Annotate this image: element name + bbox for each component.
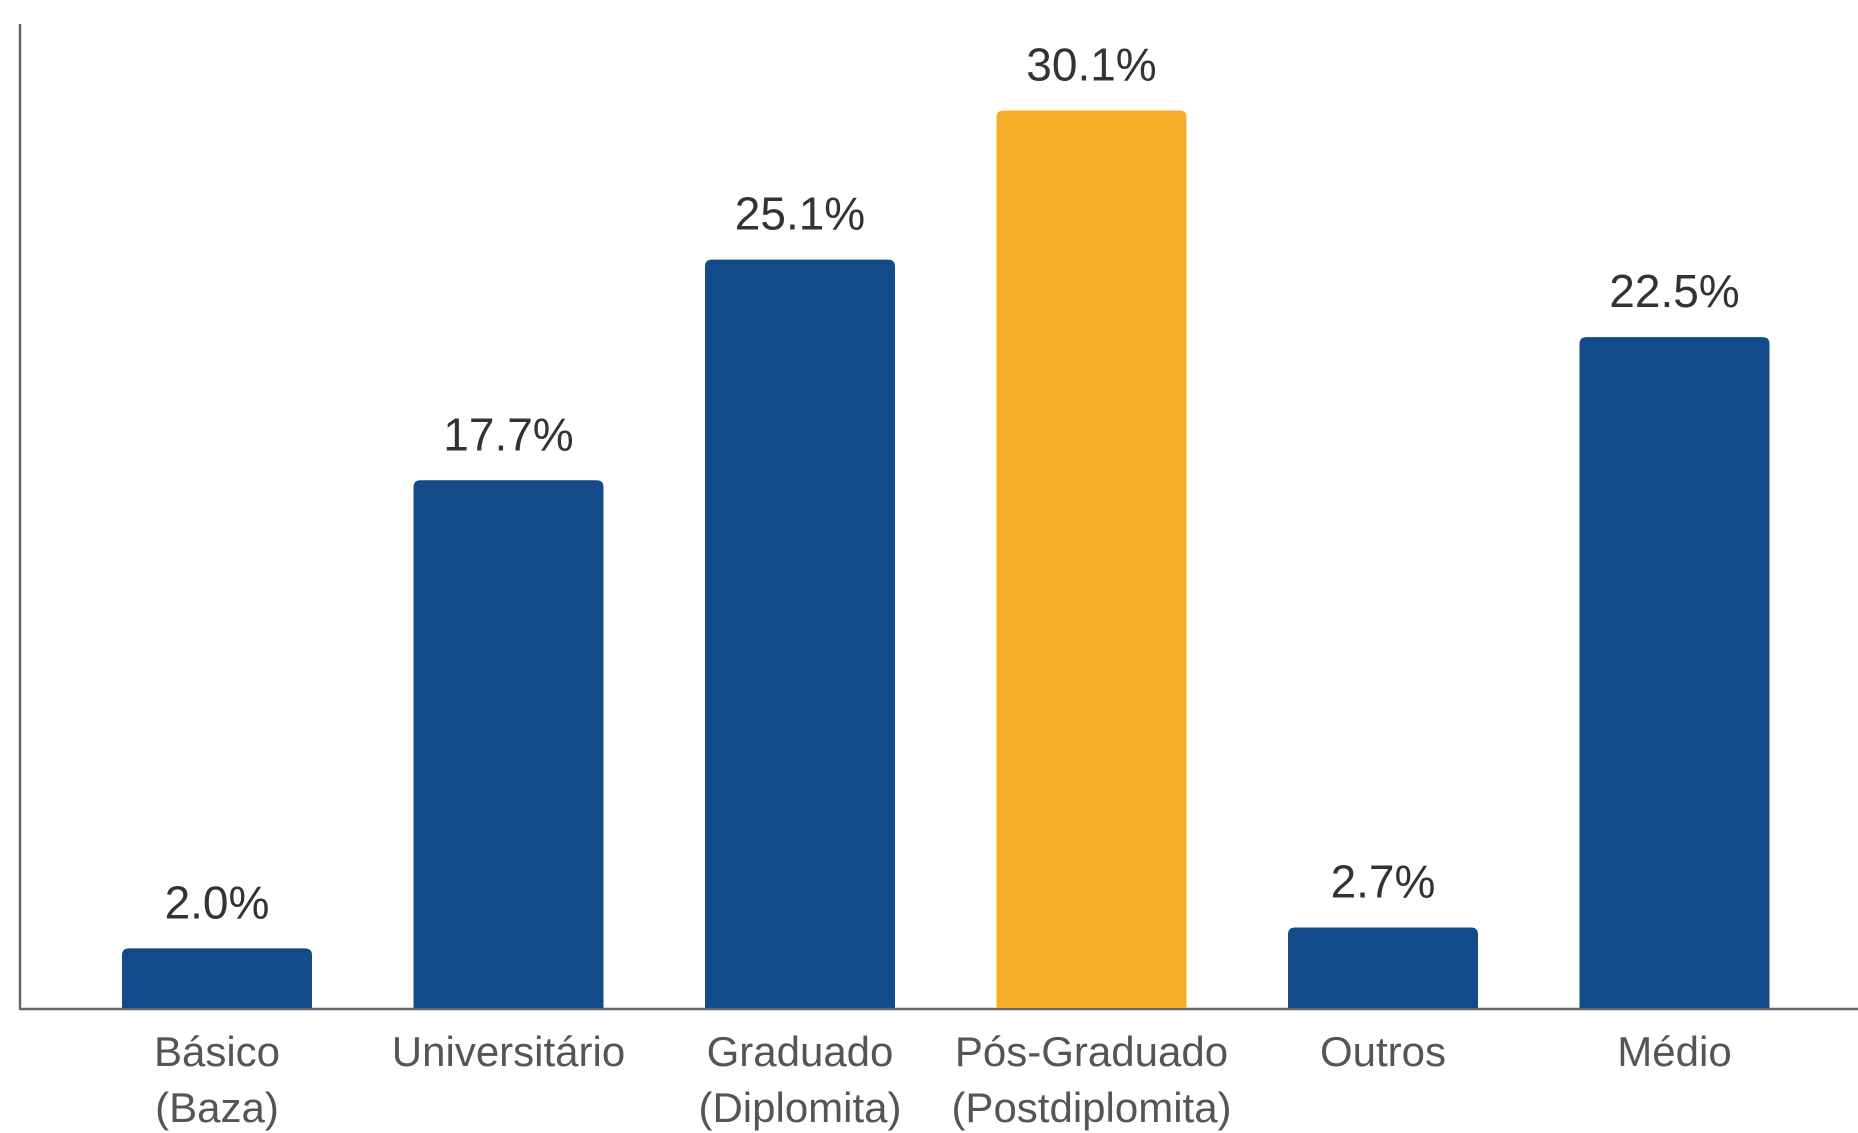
bar bbox=[1288, 927, 1478, 1008]
bar bbox=[1579, 337, 1770, 1008]
x-tick-label-line: Graduado bbox=[707, 1028, 894, 1075]
x-tick-label-line: Básico bbox=[154, 1028, 280, 1075]
bar bbox=[996, 110, 1187, 1009]
x-tick-label-line: (Diplomita) bbox=[698, 1084, 901, 1131]
value-label: 30.1% bbox=[1026, 39, 1156, 91]
value-label: 17.7% bbox=[443, 408, 573, 460]
value-label: 2.0% bbox=[165, 877, 270, 929]
x-tick-label-line: Pós-Graduado bbox=[955, 1028, 1228, 1075]
x-tick-label-line: Outros bbox=[1320, 1028, 1446, 1075]
x-tick-label: Universitário bbox=[392, 1028, 625, 1075]
value-label: 25.1% bbox=[735, 188, 865, 240]
x-tick-label-line: (Baza) bbox=[155, 1084, 279, 1131]
value-label: 22.5% bbox=[1609, 265, 1739, 317]
x-tick-label-line: (Postdiplomita) bbox=[951, 1084, 1231, 1131]
value-label: 2.7% bbox=[1331, 856, 1436, 908]
x-tick-label: Graduado (Diplomita) bbox=[698, 1028, 901, 1131]
bar bbox=[122, 948, 312, 1008]
x-tick-label: Básico (Baza) bbox=[154, 1028, 280, 1131]
x-tick-label: Outros bbox=[1320, 1028, 1446, 1075]
bar bbox=[413, 480, 604, 1009]
bar bbox=[705, 259, 895, 1009]
x-tick-label: Pós-Graduado (Postdiplomita) bbox=[951, 1028, 1231, 1131]
x-tick-label: Médio bbox=[1617, 1028, 1731, 1075]
x-tick-label-line: Universitário bbox=[392, 1028, 625, 1075]
x-tick-label-line: Médio bbox=[1617, 1028, 1731, 1075]
